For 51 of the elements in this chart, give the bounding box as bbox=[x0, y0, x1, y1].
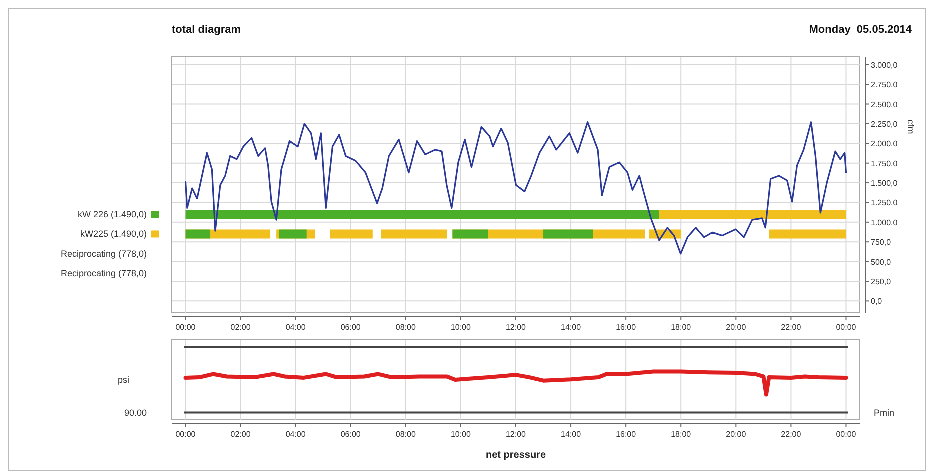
legend-label: kW 226 (1.490,0) bbox=[78, 210, 147, 220]
text: Reciprocating (778,0) bbox=[60, 248, 147, 259]
x-tick-label: 22:00 bbox=[781, 323, 802, 332]
x-tick-label: 04:00 bbox=[286, 323, 306, 332]
x-tick-label: 00:00 bbox=[836, 323, 857, 332]
ref-line-label: Pmin bbox=[874, 408, 895, 418]
x-tick-label: 00:00 bbox=[836, 430, 857, 439]
x-tick-label: 08:00 bbox=[396, 430, 416, 439]
x-tick-label: 16:00 bbox=[616, 430, 637, 439]
y-axis-title: cfm bbox=[906, 120, 916, 134]
x-tick-label: 22:00 bbox=[781, 430, 802, 439]
chart-subtitle: Monday 05.05.2014 bbox=[809, 24, 913, 36]
x-tick-label: 18:00 bbox=[671, 430, 692, 439]
x-tick-label: 16:00 bbox=[616, 323, 637, 332]
y-tick-label: 2.750,0 bbox=[871, 80, 898, 90]
x-tick-label: 10:00 bbox=[450, 323, 472, 332]
y-tick-label: 1.750,0 bbox=[871, 159, 898, 168]
y-tick-label: 750,0 bbox=[871, 238, 892, 248]
y-tick-label: 2.000,0 bbox=[871, 140, 898, 149]
y-tick-label: 500,0 bbox=[871, 258, 892, 267]
x-tick-label: 12:00 bbox=[506, 430, 527, 439]
x-tick-label: 10:00 bbox=[450, 430, 472, 439]
y-tick-label: 1.000,0 bbox=[871, 218, 898, 228]
x-tick-label: 06:00 bbox=[340, 323, 362, 332]
y-tick-label: 2.250,0 bbox=[871, 120, 898, 129]
x-tick-label: 12:00 bbox=[506, 323, 527, 332]
y-tick-label: 3.000,0 bbox=[871, 60, 898, 70]
text: 90.00 bbox=[124, 408, 147, 418]
x-tick-label: 04:00 bbox=[286, 430, 306, 439]
legend-label: kW225 (1.490,0) bbox=[80, 229, 147, 240]
y-tick-label: 250,0 bbox=[871, 277, 892, 286]
x-tick-label: 02:00 bbox=[230, 430, 252, 439]
x-tick-label: 20:00 bbox=[726, 430, 747, 439]
x-tick-label: 18:00 bbox=[671, 323, 692, 332]
x-tick-label: 08:00 bbox=[396, 323, 416, 332]
line-series bbox=[184, 122, 848, 255]
x-tick-label: 14:00 bbox=[561, 430, 582, 439]
y-tick-label: 1.250,0 bbox=[871, 198, 898, 208]
text: Reciprocating (778,0) bbox=[60, 268, 147, 279]
x-tick-label: 20:00 bbox=[726, 323, 747, 332]
y-tick-label: 0,0 bbox=[871, 297, 883, 306]
x-tick-label: 00:00 bbox=[176, 323, 196, 332]
chart-title: total diagram bbox=[172, 24, 242, 36]
x-tick-label: 00:00 bbox=[176, 430, 196, 439]
y-tick-label: 1.500,0 bbox=[871, 179, 898, 188]
x-axis-title: net pressure bbox=[486, 450, 546, 461]
x-tick-label: 14:00 bbox=[561, 323, 582, 332]
x-tick-label: 06:00 bbox=[340, 430, 362, 439]
y-tick-label: 2.500,0 bbox=[871, 100, 898, 110]
y-axis-title: psi bbox=[118, 375, 130, 385]
x-tick-label: 02:00 bbox=[230, 323, 252, 332]
